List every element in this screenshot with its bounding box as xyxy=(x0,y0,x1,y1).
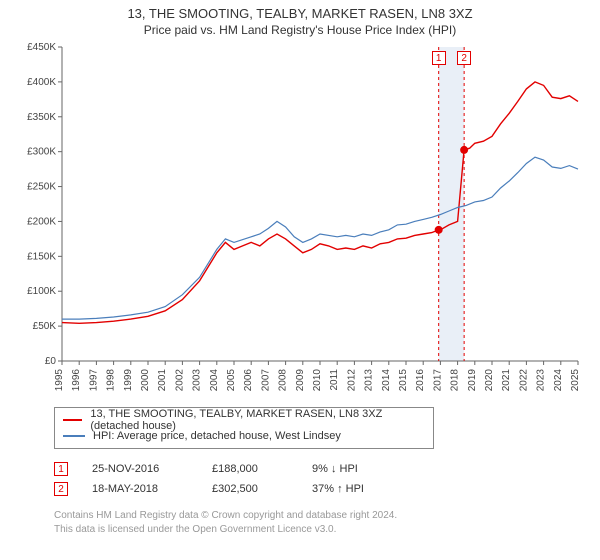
svg-text:£0: £0 xyxy=(45,356,57,367)
svg-text:2021: 2021 xyxy=(501,369,512,392)
svg-text:2010: 2010 xyxy=(312,369,323,392)
svg-text:2014: 2014 xyxy=(381,369,392,392)
legend-swatch-subject xyxy=(63,419,82,421)
svg-text:2015: 2015 xyxy=(398,369,409,392)
svg-text:£350K: £350K xyxy=(27,112,56,123)
svg-text:£150K: £150K xyxy=(27,251,56,262)
marker-label-1: 1 xyxy=(432,51,446,65)
svg-text:2012: 2012 xyxy=(346,369,357,392)
svg-text:1999: 1999 xyxy=(123,369,134,392)
transaction-change-1: 9% ↓ HPI xyxy=(312,463,422,475)
transaction-change-2: 37% ↑ HPI xyxy=(312,483,422,495)
svg-text:2006: 2006 xyxy=(243,369,254,392)
svg-text:2000: 2000 xyxy=(140,369,151,392)
svg-text:£100K: £100K xyxy=(27,286,56,297)
svg-text:2004: 2004 xyxy=(209,369,220,392)
legend-row-subject: 13, THE SMOOTING, TEALBY, MARKET RASEN, … xyxy=(63,412,425,428)
svg-text:2008: 2008 xyxy=(278,369,289,392)
footer-line-2: This data is licensed under the Open Gov… xyxy=(54,523,600,537)
svg-text:2016: 2016 xyxy=(415,369,426,392)
svg-text:£250K: £250K xyxy=(27,182,56,193)
svg-text:2003: 2003 xyxy=(192,369,203,392)
svg-text:2002: 2002 xyxy=(174,369,185,392)
svg-text:2018: 2018 xyxy=(450,369,461,392)
footer-line-1: Contains HM Land Registry data © Crown c… xyxy=(54,509,600,523)
chart-svg: £0 £50K £100K £150K £200K £250K £300K £350K £400… xyxy=(18,41,588,401)
svg-text:1995: 1995 xyxy=(54,369,65,392)
transaction-marker-2: 2 xyxy=(54,482,68,496)
transaction-date-2: 18-MAY-2018 xyxy=(92,483,212,495)
svg-text:2009: 2009 xyxy=(295,369,306,392)
svg-text:£50K: £50K xyxy=(33,321,57,332)
svg-text:2011: 2011 xyxy=(329,369,340,391)
svg-text:2017: 2017 xyxy=(432,369,443,392)
svg-text:2023: 2023 xyxy=(536,369,547,392)
transaction-price-1: £188,000 xyxy=(212,463,312,475)
svg-text:1997: 1997 xyxy=(88,369,99,392)
legend-label-subject: 13, THE SMOOTING, TEALBY, MARKET RASEN, … xyxy=(90,408,425,432)
svg-text:2019: 2019 xyxy=(467,369,478,392)
svg-text:2001: 2001 xyxy=(157,369,168,392)
svg-text:£300K: £300K xyxy=(27,147,56,158)
transaction-row-1: 1 25-NOV-2016 £188,000 9% ↓ HPI xyxy=(54,459,600,479)
svg-text:£450K: £450K xyxy=(27,42,56,53)
chart-area: £0 £50K £100K £150K £200K £250K £300K £350K £400… xyxy=(18,41,588,401)
svg-text:2020: 2020 xyxy=(484,369,495,392)
transaction-row-2: 2 18-MAY-2018 £302,500 37% ↑ HPI xyxy=(54,479,600,499)
footer: Contains HM Land Registry data © Crown c… xyxy=(54,509,600,536)
transaction-price-2: £302,500 xyxy=(212,483,312,495)
svg-text:2005: 2005 xyxy=(226,369,237,392)
svg-text:2007: 2007 xyxy=(260,369,271,392)
svg-text:2013: 2013 xyxy=(364,369,375,392)
chart-subtitle: Price paid vs. HM Land Registry's House … xyxy=(0,21,600,41)
svg-text:£200K: £200K xyxy=(27,216,56,227)
chart-title: 13, THE SMOOTING, TEALBY, MARKET RASEN, … xyxy=(0,0,600,21)
legend-label-hpi: HPI: Average price, detached house, West… xyxy=(93,430,341,442)
svg-text:2022: 2022 xyxy=(518,369,529,392)
svg-text:£400K: £400K xyxy=(27,77,56,88)
svg-text:2024: 2024 xyxy=(553,369,564,392)
transaction-date-1: 25-NOV-2016 xyxy=(92,463,212,475)
transaction-marker-1: 1 xyxy=(54,462,68,476)
marker-label-2: 2 xyxy=(457,51,471,65)
transaction-table: 1 25-NOV-2016 £188,000 9% ↓ HPI 2 18-MAY… xyxy=(54,459,600,499)
svg-text:1998: 1998 xyxy=(106,369,117,392)
legend-swatch-hpi xyxy=(63,435,85,437)
svg-text:2025: 2025 xyxy=(570,369,581,392)
svg-text:1996: 1996 xyxy=(71,369,82,392)
legend: 13, THE SMOOTING, TEALBY, MARKET RASEN, … xyxy=(54,407,434,449)
